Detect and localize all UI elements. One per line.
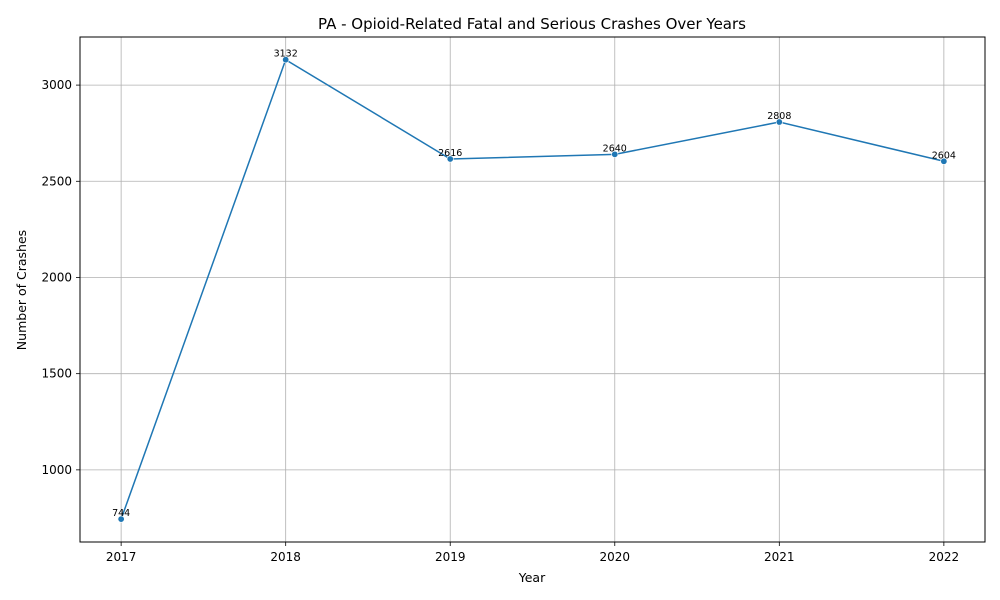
- data-label: 3132: [274, 49, 298, 60]
- x-tick-label: 2022: [929, 550, 960, 564]
- data-point: [117, 515, 125, 523]
- x-tick-label: 2020: [599, 550, 630, 564]
- data-point: [775, 118, 783, 126]
- x-tick-label: 2018: [270, 550, 301, 564]
- y-tick-label: 3000: [41, 78, 72, 92]
- x-tick-label: 2019: [435, 550, 466, 564]
- x-tick-label: 2017: [106, 550, 137, 564]
- data-points: [117, 56, 948, 523]
- data-point: [282, 56, 290, 64]
- y-tick-label: 2000: [41, 270, 72, 284]
- data-label: 744: [112, 508, 130, 519]
- x-axis-label: Year: [518, 570, 546, 585]
- plot-area-frame: [79, 36, 986, 543]
- data-label: 2604: [932, 150, 956, 161]
- data-point: [611, 150, 619, 158]
- data-label: 2640: [603, 143, 627, 154]
- y-tick-label: 1000: [41, 463, 72, 477]
- chart-title: PA - Opioid-Related Fatal and Serious Cr…: [318, 15, 746, 33]
- y-axis-label: Number of Crashes: [14, 230, 29, 350]
- data-labels: 744 3132 2616 2640 2808 2604: [112, 49, 956, 519]
- data-label: 2616: [438, 148, 462, 159]
- grid-lines: [80, 37, 985, 542]
- series-line-layer: [120, 58, 945, 520]
- data-label: 2808: [767, 111, 791, 122]
- y-tick-label: 1500: [41, 367, 72, 381]
- x-axis-ticks: 2017 2018 2019 2020 2021 2022: [106, 542, 959, 564]
- y-tick-label: 2500: [41, 174, 72, 188]
- y-axis-ticks: 1000 1500 2000 2500 3000: [41, 78, 80, 477]
- data-point: [446, 155, 454, 163]
- x-tick-label: 2021: [764, 550, 795, 564]
- data-point: [940, 157, 948, 165]
- series-line: [120, 58, 945, 520]
